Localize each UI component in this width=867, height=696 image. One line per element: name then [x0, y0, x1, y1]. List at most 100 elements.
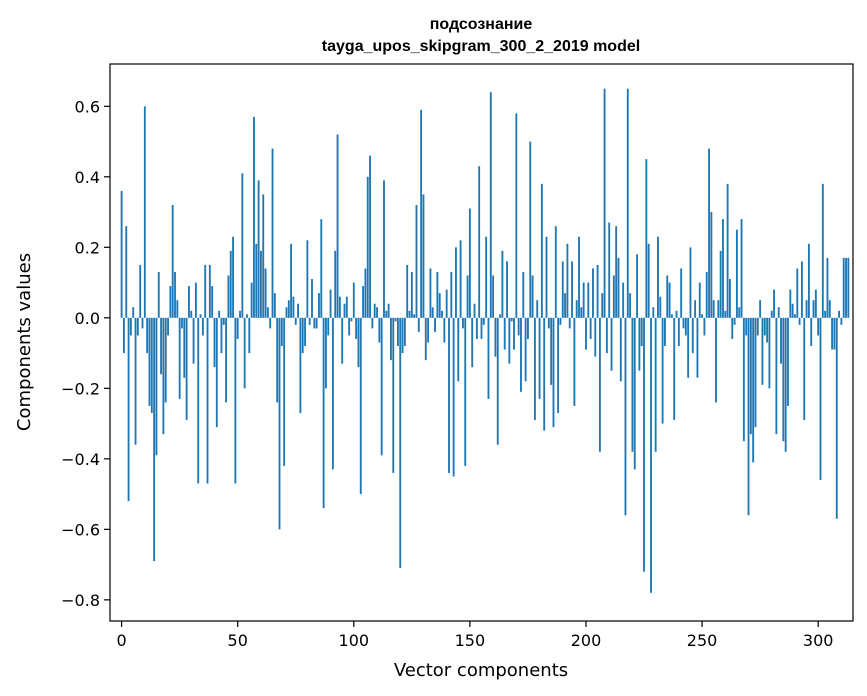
bar — [311, 279, 313, 318]
bar — [338, 296, 341, 318]
bar — [527, 317, 529, 339]
bar — [594, 317, 597, 357]
bar — [640, 317, 643, 347]
bar — [345, 296, 348, 318]
bar — [659, 296, 662, 318]
bar — [239, 310, 241, 318]
bar — [515, 113, 518, 318]
x-axis-ticks: 0 50 100 150 200 250 300 — [117, 621, 833, 650]
bar — [164, 317, 167, 403]
bar — [327, 317, 330, 336]
y-tick-label: 0.0 — [75, 309, 100, 328]
bar — [842, 257, 845, 318]
bar — [738, 307, 741, 318]
bar — [501, 250, 504, 318]
bar — [615, 226, 618, 318]
bar — [183, 317, 186, 378]
bar — [503, 317, 506, 350]
bar — [429, 268, 432, 318]
bar — [522, 271, 525, 318]
bar — [241, 173, 244, 318]
bar — [188, 286, 190, 318]
bar — [294, 317, 297, 325]
bar — [814, 289, 817, 318]
bar — [462, 317, 464, 329]
bar — [747, 317, 750, 516]
bar — [318, 293, 320, 318]
bar — [424, 317, 427, 361]
bar — [547, 317, 550, 329]
bar — [661, 317, 664, 424]
bar — [250, 282, 253, 318]
bar — [647, 243, 650, 318]
bar — [264, 268, 267, 318]
bar — [376, 307, 378, 318]
bar — [248, 317, 251, 354]
bar — [571, 261, 573, 318]
bar — [666, 275, 669, 318]
bar — [533, 317, 536, 421]
bar — [352, 282, 355, 318]
bar — [499, 314, 502, 318]
bar — [675, 310, 678, 318]
bar — [120, 190, 123, 318]
bar — [689, 247, 692, 318]
bar — [285, 307, 288, 318]
bar — [441, 310, 443, 318]
bar — [824, 310, 827, 318]
bar — [652, 307, 655, 318]
bar — [427, 317, 430, 343]
bar — [805, 300, 808, 318]
y-tick-label: −0.8 — [61, 591, 100, 610]
bar — [206, 317, 209, 484]
bar — [220, 317, 223, 354]
bar — [845, 257, 847, 318]
bar — [299, 317, 302, 413]
bar — [301, 317, 304, 354]
x-tick-label: 0 — [117, 631, 127, 650]
bar — [139, 264, 142, 318]
bar — [745, 317, 748, 336]
bar — [278, 317, 281, 530]
bar — [654, 317, 657, 452]
bar — [383, 180, 385, 318]
bar — [629, 293, 632, 318]
bar — [134, 317, 137, 445]
bar — [529, 141, 532, 318]
bar — [633, 317, 636, 470]
bar — [373, 303, 376, 318]
bar — [691, 317, 694, 354]
bar — [331, 317, 334, 470]
bar — [401, 317, 404, 354]
bar — [485, 236, 488, 318]
bar — [624, 317, 627, 516]
bar — [141, 317, 144, 329]
bar — [536, 300, 539, 318]
bar — [598, 317, 601, 452]
bar — [819, 317, 822, 480]
bar — [592, 268, 594, 318]
bar — [246, 314, 248, 318]
y-tick-label: 0.6 — [75, 97, 100, 116]
bar — [181, 317, 183, 329]
bar — [473, 303, 476, 318]
bar — [740, 219, 743, 318]
bar — [387, 303, 390, 318]
bar — [169, 286, 172, 318]
bar — [174, 271, 176, 318]
bar — [271, 148, 274, 318]
bar — [150, 317, 153, 413]
bar — [176, 300, 179, 318]
bar — [506, 261, 508, 318]
bar — [211, 286, 214, 318]
bar — [735, 229, 738, 318]
x-tick-label: 150 — [455, 631, 486, 650]
bar — [596, 264, 599, 318]
x-tick-label: 50 — [228, 631, 248, 650]
bar — [350, 317, 353, 322]
bar — [253, 116, 255, 318]
bar — [791, 303, 794, 318]
bar — [445, 289, 448, 318]
bar — [668, 282, 671, 318]
